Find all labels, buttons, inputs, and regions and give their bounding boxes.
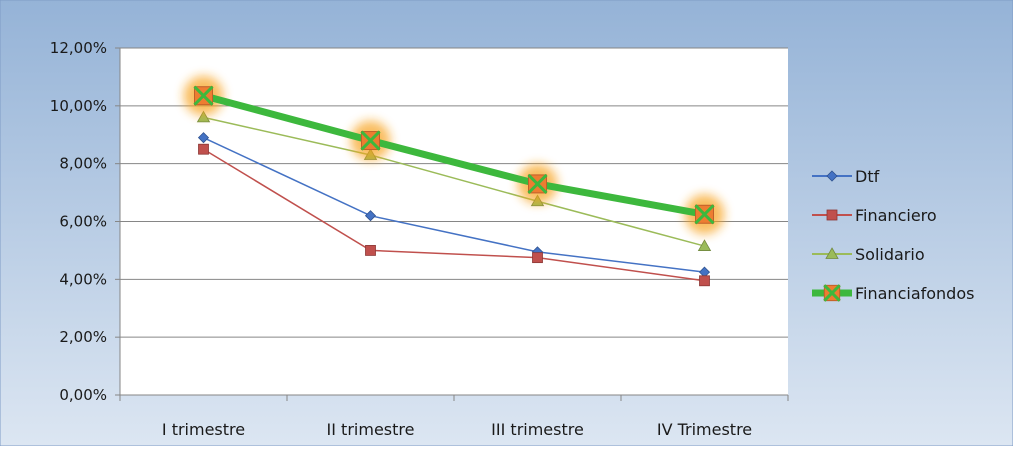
y-tick-label: 10,00%	[50, 97, 107, 115]
triangle-marker	[697, 239, 712, 251]
x-tick-label: IV Trimestre	[657, 420, 752, 439]
square-marker	[826, 209, 838, 221]
legend-label: Solidario	[855, 245, 925, 264]
y-tick-label: 6,00%	[59, 213, 107, 231]
series-lines	[183, 75, 725, 287]
series-line	[202, 92, 706, 218]
diamond-marker	[364, 210, 377, 222]
series-financiafondos	[183, 75, 725, 235]
y-tick-label: 12,00%	[50, 39, 107, 57]
x-square-marker-cross	[193, 85, 214, 106]
square-marker	[699, 275, 710, 287]
diamond-marker	[826, 170, 838, 182]
y-tick-label: 4,00%	[59, 270, 107, 288]
diamond-marker	[197, 132, 210, 144]
legend-label: Dtf	[855, 167, 880, 186]
square-marker	[365, 245, 376, 256]
y-tick-label: 0,00%	[59, 386, 107, 404]
x-square-marker-cross	[823, 284, 841, 302]
x-square-marker-cross	[527, 173, 548, 194]
series-line	[203, 136, 705, 273]
series-line	[203, 116, 705, 247]
legend-label: Financiafondos	[855, 284, 974, 303]
legend-label: Financiero	[855, 206, 937, 225]
x-square-marker-cross	[694, 204, 715, 225]
x-tick-label: III trimestre	[491, 420, 584, 439]
legend: Dtf Financiero Solidario Financiafondos	[812, 167, 974, 303]
legend-item: Financiero	[812, 206, 937, 225]
series-financiero	[198, 143, 710, 287]
triangle-marker	[196, 110, 211, 123]
triangle-marker	[825, 247, 839, 259]
legend-item: Solidario	[812, 245, 925, 264]
legend-item: Financiafondos	[812, 284, 974, 303]
y-tick-label: 8,00%	[59, 155, 107, 173]
series-line	[203, 148, 705, 282]
legend-item: Dtf	[812, 167, 880, 186]
x-tick-label: II trimestre	[327, 420, 415, 439]
axes: 0,00% 2,00% 4,00% 6,00% 8,00% 10,00% 12,00% I t…	[50, 39, 789, 439]
square-marker	[198, 143, 209, 155]
y-tick-label: 2,00%	[59, 328, 107, 346]
x-tick-label: I trimestre	[162, 420, 245, 439]
square-marker	[532, 252, 543, 264]
x-square-marker-cross	[360, 130, 381, 151]
